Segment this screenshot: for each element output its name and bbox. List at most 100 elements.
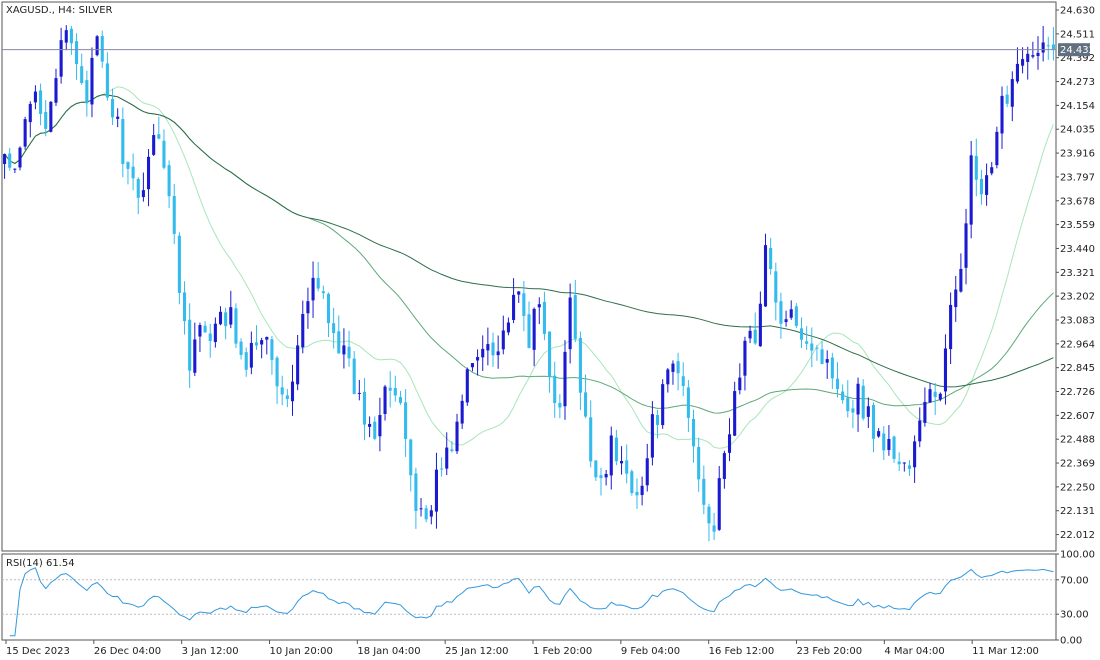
rsi-tick-label: 100.00 — [1060, 550, 1095, 561]
current-price-tag-bg — [1058, 43, 1090, 57]
price-tick-label: 22.131 — [1060, 506, 1095, 517]
time-tick-label: 25 Jan 12:00 — [445, 646, 508, 657]
candle-body — [625, 460, 629, 474]
price-tick-label: 23.202 — [1060, 292, 1095, 303]
candle-body — [789, 309, 793, 318]
candle-body — [18, 147, 22, 168]
candle-body — [404, 402, 408, 439]
candle-body — [193, 339, 197, 373]
candle-body — [172, 196, 176, 234]
candle-body — [784, 319, 788, 323]
candle-body — [476, 357, 480, 361]
candle-body — [440, 468, 444, 470]
candle-body — [810, 343, 814, 351]
candle-body — [450, 449, 454, 452]
candle-body — [933, 391, 937, 397]
candle-body — [285, 395, 289, 399]
candle-body — [733, 391, 737, 436]
candle-body — [589, 417, 593, 462]
candle-body — [702, 478, 706, 505]
candle-body — [913, 441, 917, 468]
time-tick-label: 3 Jan 12:00 — [182, 646, 239, 657]
candle-body — [470, 363, 474, 368]
candle-body — [774, 271, 778, 303]
candle-body — [85, 80, 89, 104]
candle-body — [1026, 53, 1030, 62]
candle-body — [851, 408, 855, 413]
rsi-pane[interactable] — [1, 553, 1057, 641]
candle-body — [378, 415, 382, 437]
candle-body — [326, 293, 331, 324]
candle-body — [224, 312, 228, 327]
current-price-value: 24.432 — [1060, 45, 1095, 56]
ma-line-20 — [4, 86, 1054, 449]
candle-body — [640, 485, 644, 496]
candle-body — [136, 178, 140, 198]
candle-body — [727, 434, 732, 453]
price-tick-label: 22.607 — [1060, 411, 1095, 422]
candle-body — [265, 336, 269, 340]
candle-body — [234, 308, 238, 344]
candle-body — [3, 153, 7, 164]
candle-body — [141, 190, 145, 198]
rsi-tick-label: 0.00 — [1060, 636, 1082, 647]
candle-body — [722, 453, 726, 479]
candle-body — [815, 347, 819, 349]
symbol-label: XAGUSD., H4: SILVER — [6, 5, 113, 16]
candle-body — [877, 431, 881, 437]
candle-body — [676, 361, 680, 374]
candle-body — [650, 414, 654, 458]
candle-body — [892, 436, 896, 459]
candle-body — [779, 301, 783, 324]
candle-body — [841, 391, 845, 401]
candle-body — [59, 40, 63, 77]
candle-body — [907, 465, 912, 469]
candle-body — [671, 363, 675, 372]
candle-body — [270, 339, 274, 360]
price-tick-label: 23.321 — [1060, 268, 1095, 279]
price-tick-label: 22.488 — [1060, 435, 1095, 446]
price-pane[interactable] — [1, 1, 1057, 552]
candle-body — [332, 323, 336, 334]
candle-body — [337, 331, 341, 354]
candle-body — [542, 301, 546, 334]
rsi-tick-label: 30.00 — [1060, 610, 1089, 621]
candle-body — [686, 387, 690, 418]
candle-body — [13, 168, 17, 170]
candle-body — [563, 351, 567, 407]
time-tick-label: 16 Feb 12:00 — [709, 646, 775, 657]
candle-body — [388, 387, 392, 391]
time-axis: 15 Dec 2023 26 Dec 04:00 3 Jan 12:00 10 Jan… — [5, 640, 1039, 657]
candle-body — [260, 340, 264, 345]
candle-body — [121, 119, 125, 165]
candle-body — [424, 508, 428, 520]
candle-body — [157, 134, 161, 139]
candle-body — [614, 437, 618, 462]
rsi-label: RSI(14) 61.54 — [6, 558, 75, 569]
candle-body — [866, 406, 870, 417]
candle-body — [990, 167, 994, 174]
candle-body — [584, 392, 588, 417]
rsi-tick-label: 70.00 — [1060, 575, 1089, 586]
candle-body — [182, 292, 187, 322]
time-tick-label: 9 Feb 04:00 — [621, 646, 680, 657]
candle-body — [64, 30, 68, 43]
candle-body — [681, 376, 685, 387]
candle-body — [666, 369, 670, 385]
price-tick-label: 22.726 — [1060, 387, 1095, 398]
candle-body — [316, 277, 320, 289]
candle-body — [306, 301, 310, 314]
candle-body — [100, 36, 104, 62]
candle-body — [897, 461, 901, 465]
candle-body — [445, 447, 449, 469]
candle-body — [712, 525, 716, 532]
time-tick-label: 15 Dec 2023 — [6, 646, 70, 657]
candle-body — [548, 331, 552, 378]
candle-body — [537, 304, 541, 308]
price-tick-label: 22.964 — [1060, 339, 1095, 350]
candle-body — [763, 245, 768, 307]
candle-body — [635, 491, 639, 496]
candle-body — [825, 359, 829, 363]
candle-body — [923, 401, 927, 423]
